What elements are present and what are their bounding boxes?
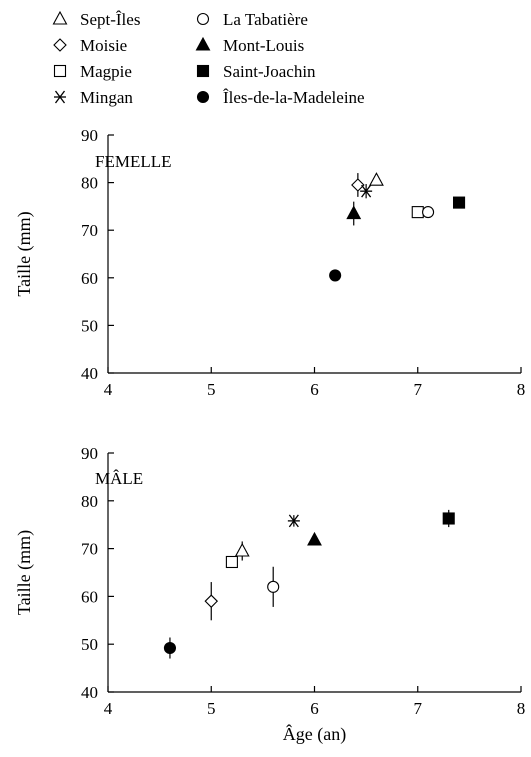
legend-marker-iles-de-la-madeleine [196,90,210,104]
point-sept-iles [234,542,250,557]
x-tick-label: 4 [104,699,113,718]
y-tick-label: 90 [81,126,98,145]
point-mont-louis [346,205,362,220]
legend-label-sept-iles: Sept-Îles [80,10,140,29]
point-saint-joachin [442,512,455,525]
x-tick-label: 7 [414,699,423,718]
legend-label-magpie: Magpie [80,62,132,81]
legend-marker-moisie [53,38,67,52]
point-la-tabatiere [422,206,435,219]
legend-label-mont-louis: Mont-Louis [223,36,304,55]
point-mingan [360,184,373,198]
legend-marker-magpie [53,64,67,78]
x-tick-label: 8 [517,380,526,399]
y-tick-label: 60 [81,269,98,288]
point-iles-de-la-madeleine [163,641,176,655]
y-axis-label: Taille (mm) [14,530,35,615]
y-tick-label: 70 [81,221,98,240]
point-moisie [351,178,365,192]
y-tick-label: 50 [81,316,98,335]
legend-label-moisie: Moisie [80,36,127,55]
point-moisie [204,594,219,608]
y-tick-label: 80 [81,492,98,511]
y-tick-label: 70 [81,540,98,559]
legend-label-saint-joachin: Saint-Joachin [223,62,316,81]
point-mont-louis [307,531,322,546]
point-magpie [225,555,238,569]
panel-label-male: MÂLE [95,469,143,488]
legend-marker-mont-louis [195,36,211,51]
legend-label-la-tabatiere: La Tabatière [223,10,308,29]
legend-marker-sept-iles [52,10,68,25]
x-tick-label: 8 [517,699,526,718]
x-tick-label: 7 [414,380,423,399]
y-tick-label: 60 [81,587,98,606]
x-tick-label: 5 [207,699,216,718]
point-magpie [411,206,424,219]
x-tick-label: 5 [207,380,216,399]
y-tick-label: 40 [81,683,98,702]
legend-label-mingan: Mingan [80,88,133,107]
point-iles-de-la-madeleine [329,269,342,282]
point-la-tabatiere [267,580,280,593]
point-saint-joachin [452,196,466,209]
panel-label-femelle: FEMELLE [95,152,172,171]
legend-marker-mingan [54,90,66,104]
legend-label-iles-de-la-madeleine: Îles-de-la-Madeleine [223,88,365,107]
y-tick-label: 50 [81,635,98,654]
point-sept-iles [369,172,384,186]
legend-marker-la-tabatiere [196,12,210,26]
panel-femelle: FEMELLE 40 50 60 70 80 90 4 5 6 7 8 Taille (mm) [14,126,525,399]
panel-male: MÂLE 40 50 60 70 80 90 4 5 6 7 8 Taille (mm) Âge (an… [14,444,525,745]
y-axis-label: Taille (mm) [14,211,35,296]
y-tick-label: 80 [81,174,98,193]
legend: Sept-Îles Moisie Magpie Mingan La Tabatière M… [52,10,365,107]
legend-marker-saint-joachin [196,64,210,78]
y-tick-label: 90 [81,444,98,463]
x-axis-label: Âge (an) [283,723,346,745]
y-tick-label: 40 [81,364,98,383]
x-tick-label: 4 [104,380,113,399]
x-tick-label: 6 [310,699,319,718]
point-mingan [287,514,300,528]
x-tick-label: 6 [310,380,319,399]
